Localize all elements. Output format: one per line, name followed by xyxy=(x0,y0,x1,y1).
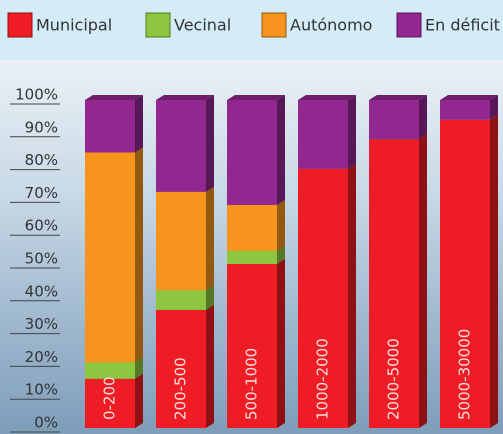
bar-segment xyxy=(85,95,143,152)
legend-swatch xyxy=(8,13,32,37)
bar-top xyxy=(227,95,285,100)
bar-front xyxy=(85,362,135,378)
y-tick-label: 90% xyxy=(25,118,58,136)
x-tick-label: 500-1000 xyxy=(243,348,261,420)
bar-side xyxy=(135,147,143,362)
bar-front xyxy=(85,100,135,152)
x-tick-label: 1000-2000 xyxy=(314,338,332,420)
bar-front xyxy=(156,100,206,192)
bar-top xyxy=(369,95,427,100)
bar-segment xyxy=(440,95,498,120)
bar-segment xyxy=(369,95,427,139)
bar-front xyxy=(227,251,277,264)
y-tick-label: 20% xyxy=(25,348,58,366)
y-tick-label: 0% xyxy=(34,414,58,432)
bar-front xyxy=(156,290,206,310)
bar-side xyxy=(277,200,285,251)
legend-label: Municipal xyxy=(36,16,112,35)
y-tick-label: 30% xyxy=(25,315,58,333)
page: {"chart_data": {"type": "bar", "stacked"… xyxy=(0,0,503,434)
legend-swatch xyxy=(146,13,170,37)
bar-side xyxy=(135,95,143,152)
x-tick-label: 5000-30000 xyxy=(456,329,474,420)
y-tick-label: 70% xyxy=(25,184,58,202)
bar-side xyxy=(348,164,356,428)
bar-top xyxy=(298,95,356,100)
legend-swatch xyxy=(397,13,421,37)
bar-side xyxy=(277,259,285,428)
bar-side xyxy=(277,95,285,205)
bar-top xyxy=(440,95,498,100)
y-tick-label: 80% xyxy=(25,151,58,169)
bar-segment xyxy=(298,95,356,169)
x-tick-label: 200-500 xyxy=(172,357,190,420)
bar-front xyxy=(298,100,348,169)
y-tick-label: 40% xyxy=(25,282,58,300)
bar-side xyxy=(490,115,498,428)
legend-label: Vecinal xyxy=(174,16,231,35)
chart: Municipal Vecinal Autónomo En déficit 0% 10% 2… xyxy=(0,0,503,434)
y-tick-label: 60% xyxy=(25,217,58,235)
y-tick-label: 50% xyxy=(25,250,58,268)
bar-segment xyxy=(227,200,285,251)
x-tick-label: 2000-5000 xyxy=(385,338,403,420)
bar-side xyxy=(419,95,427,139)
bar-side xyxy=(419,134,427,428)
bar-front xyxy=(156,192,206,290)
bar-side xyxy=(348,95,356,169)
bar-side xyxy=(206,305,214,428)
bar-segment xyxy=(156,95,214,192)
y-tick-label: 100% xyxy=(15,86,58,104)
bar-segment xyxy=(85,147,143,362)
y-tick-label: 10% xyxy=(25,381,58,399)
legend-label: En déficit xyxy=(425,16,500,35)
bar-top xyxy=(85,95,143,100)
bar-front xyxy=(369,100,419,139)
bar-front xyxy=(227,100,277,205)
bar-segment xyxy=(156,187,214,290)
legend-swatch xyxy=(262,13,286,37)
x-tick-label: 0-200 xyxy=(101,376,119,420)
bar-front xyxy=(440,100,490,120)
bar-front xyxy=(85,152,135,362)
bar-side xyxy=(206,95,214,192)
bar-side xyxy=(135,374,143,428)
legend-label: Autónomo xyxy=(290,16,372,35)
bar-segment xyxy=(227,95,285,205)
bar-top xyxy=(156,95,214,100)
bar-side xyxy=(206,187,214,290)
bar-front xyxy=(227,205,277,251)
